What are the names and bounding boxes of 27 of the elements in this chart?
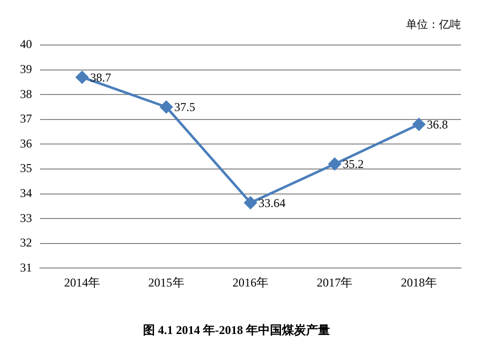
text: 图 4.1 2014 年-2018 年中国煤炭产量: [143, 322, 330, 337]
y-tick-label: 36: [20, 136, 32, 150]
data-label: 36.8: [426, 118, 448, 132]
y-tick-label: 33: [20, 210, 32, 225]
y-tick-label: 35: [20, 161, 32, 176]
point: [328, 158, 341, 170]
x-tick-label: 2016年: [232, 276, 268, 290]
point: [76, 70, 88, 84]
y-tick-label: 37: [20, 112, 32, 126]
x-tick-label: 2017年: [316, 276, 353, 290]
data-label: 33.64: [258, 196, 286, 210]
text: 单位：亿吨: [406, 18, 461, 31]
data-label: 37.5: [174, 100, 196, 114]
data-label: 35.2: [342, 157, 364, 172]
y-tick-label: 32: [20, 236, 32, 250]
y-tick-label: 38: [20, 86, 32, 101]
x-tick-label: 2015年: [148, 276, 184, 290]
x-tick-label: 2018年: [400, 276, 437, 290]
x-tick-label: 2014年: [64, 276, 100, 290]
y-tick-label: 39: [20, 62, 32, 76]
data-label: 38.7: [90, 70, 112, 84]
point: [160, 100, 173, 114]
point: [412, 118, 426, 131]
point: [244, 196, 257, 209]
y-tick-label: 31: [20, 260, 32, 274]
y-tick-label: 34: [20, 186, 32, 200]
y-tick-label: 40: [20, 37, 32, 52]
